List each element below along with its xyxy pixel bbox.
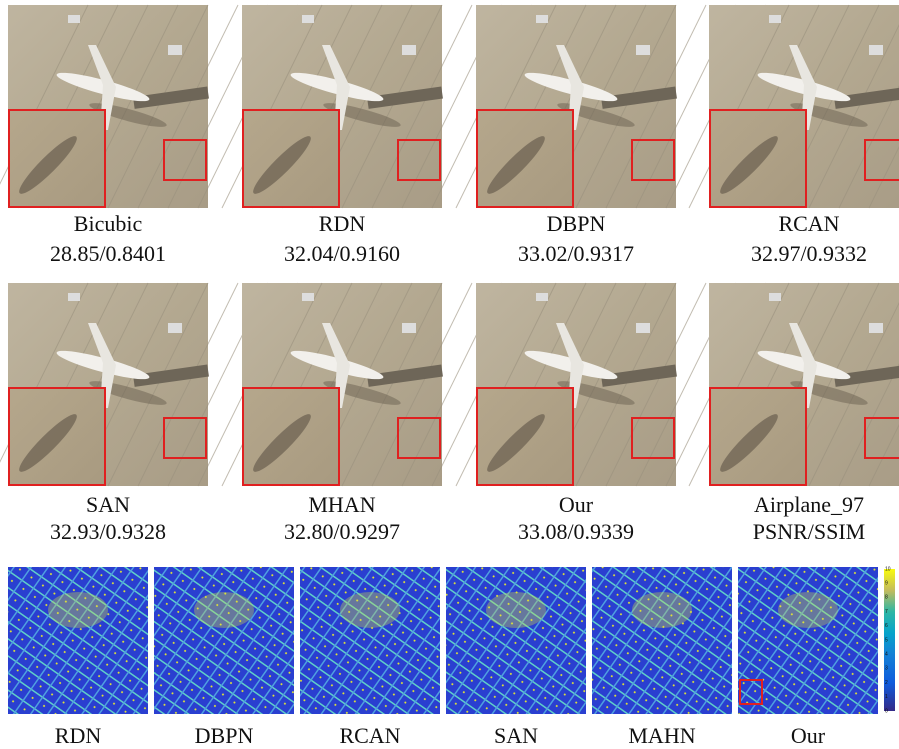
score-label: 32.04/0.9160: [284, 241, 400, 266]
colorbar-tick: 0: [885, 708, 888, 714]
vehicle: [402, 45, 416, 55]
method-label: MHAN: [308, 492, 375, 517]
colorbar-tick: 9: [885, 581, 888, 587]
vehicle: [68, 293, 80, 301]
error-hotspot: [778, 592, 838, 628]
vehicle: [769, 293, 781, 301]
score-label: 32.93/0.9328: [50, 519, 166, 544]
colorbar-tick: 1: [885, 694, 888, 700]
vehicle: [769, 15, 781, 23]
map-label: SAN: [494, 723, 538, 748]
error-map: [8, 567, 148, 714]
error-hotspot: [194, 592, 254, 628]
colorbar-tick: 3: [885, 666, 888, 672]
panels: Bicubic 28.85/0.8401 RDN 32.04/0.9160 DBPN 33…: [0, 5, 899, 544]
method-label: Airplane_97: [754, 492, 864, 517]
sr-image: [689, 283, 899, 486]
error-map: [154, 567, 294, 714]
error-hotspot: [486, 592, 546, 628]
score-label: 32.80/0.9297: [284, 519, 400, 544]
figure: Bicubic28.85/0.8401RDN32.04/0.9160DBPN33…: [0, 0, 899, 749]
colorbar-tick: 8: [885, 595, 888, 601]
vehicle: [302, 15, 314, 23]
map-label: MAHN: [628, 723, 695, 748]
map-label: RCAN: [339, 723, 400, 748]
method-label: RCAN: [778, 211, 839, 236]
score-label: 32.97/0.9332: [751, 241, 867, 266]
vehicle: [869, 323, 883, 333]
vehicle: [302, 293, 314, 301]
map-label: RDN: [55, 723, 102, 748]
error-hotspot: [632, 592, 692, 628]
score-label: PSNR/SSIM: [753, 519, 866, 544]
score-label: 28.85/0.8401: [50, 241, 166, 266]
colorbar-tick: 10: [885, 566, 891, 572]
error-map: [446, 567, 586, 714]
colorbar-tick: 6: [885, 623, 888, 629]
sr-image: [689, 5, 899, 208]
colorbar-tick: 5: [885, 637, 888, 643]
map-label: DBPN: [195, 723, 254, 748]
vehicle: [168, 45, 182, 55]
error-maps: RDN DBPN RCAN SAN MAHN Our 0 1 2 3 4 5 6 7 8 9 10: [8, 566, 895, 748]
score-label: 33.02/0.9317: [518, 241, 634, 266]
vehicle: [536, 15, 548, 23]
error-map: [300, 567, 440, 714]
vehicle: [168, 323, 182, 333]
method-label: SAN: [86, 492, 130, 517]
method-label: Bicubic: [74, 211, 143, 236]
vehicle: [636, 323, 650, 333]
error-map: [592, 567, 732, 714]
error-hotspot: [340, 592, 400, 628]
colorbar-tick: 4: [885, 652, 888, 658]
vehicle: [536, 293, 548, 301]
vehicle: [68, 15, 80, 23]
score-label: 33.08/0.9339: [518, 519, 634, 544]
map-label: Our: [791, 723, 826, 748]
colorbar-tick: 7: [885, 609, 888, 615]
vehicle: [636, 45, 650, 55]
method-label: RDN: [319, 211, 366, 236]
colorbar-tick: 2: [885, 680, 888, 686]
error-hotspot: [48, 592, 108, 628]
error-map: [738, 567, 878, 714]
vehicle: [402, 323, 416, 333]
method-label: DBPN: [547, 211, 606, 236]
method-label: Our: [559, 492, 594, 517]
vehicle: [869, 45, 883, 55]
